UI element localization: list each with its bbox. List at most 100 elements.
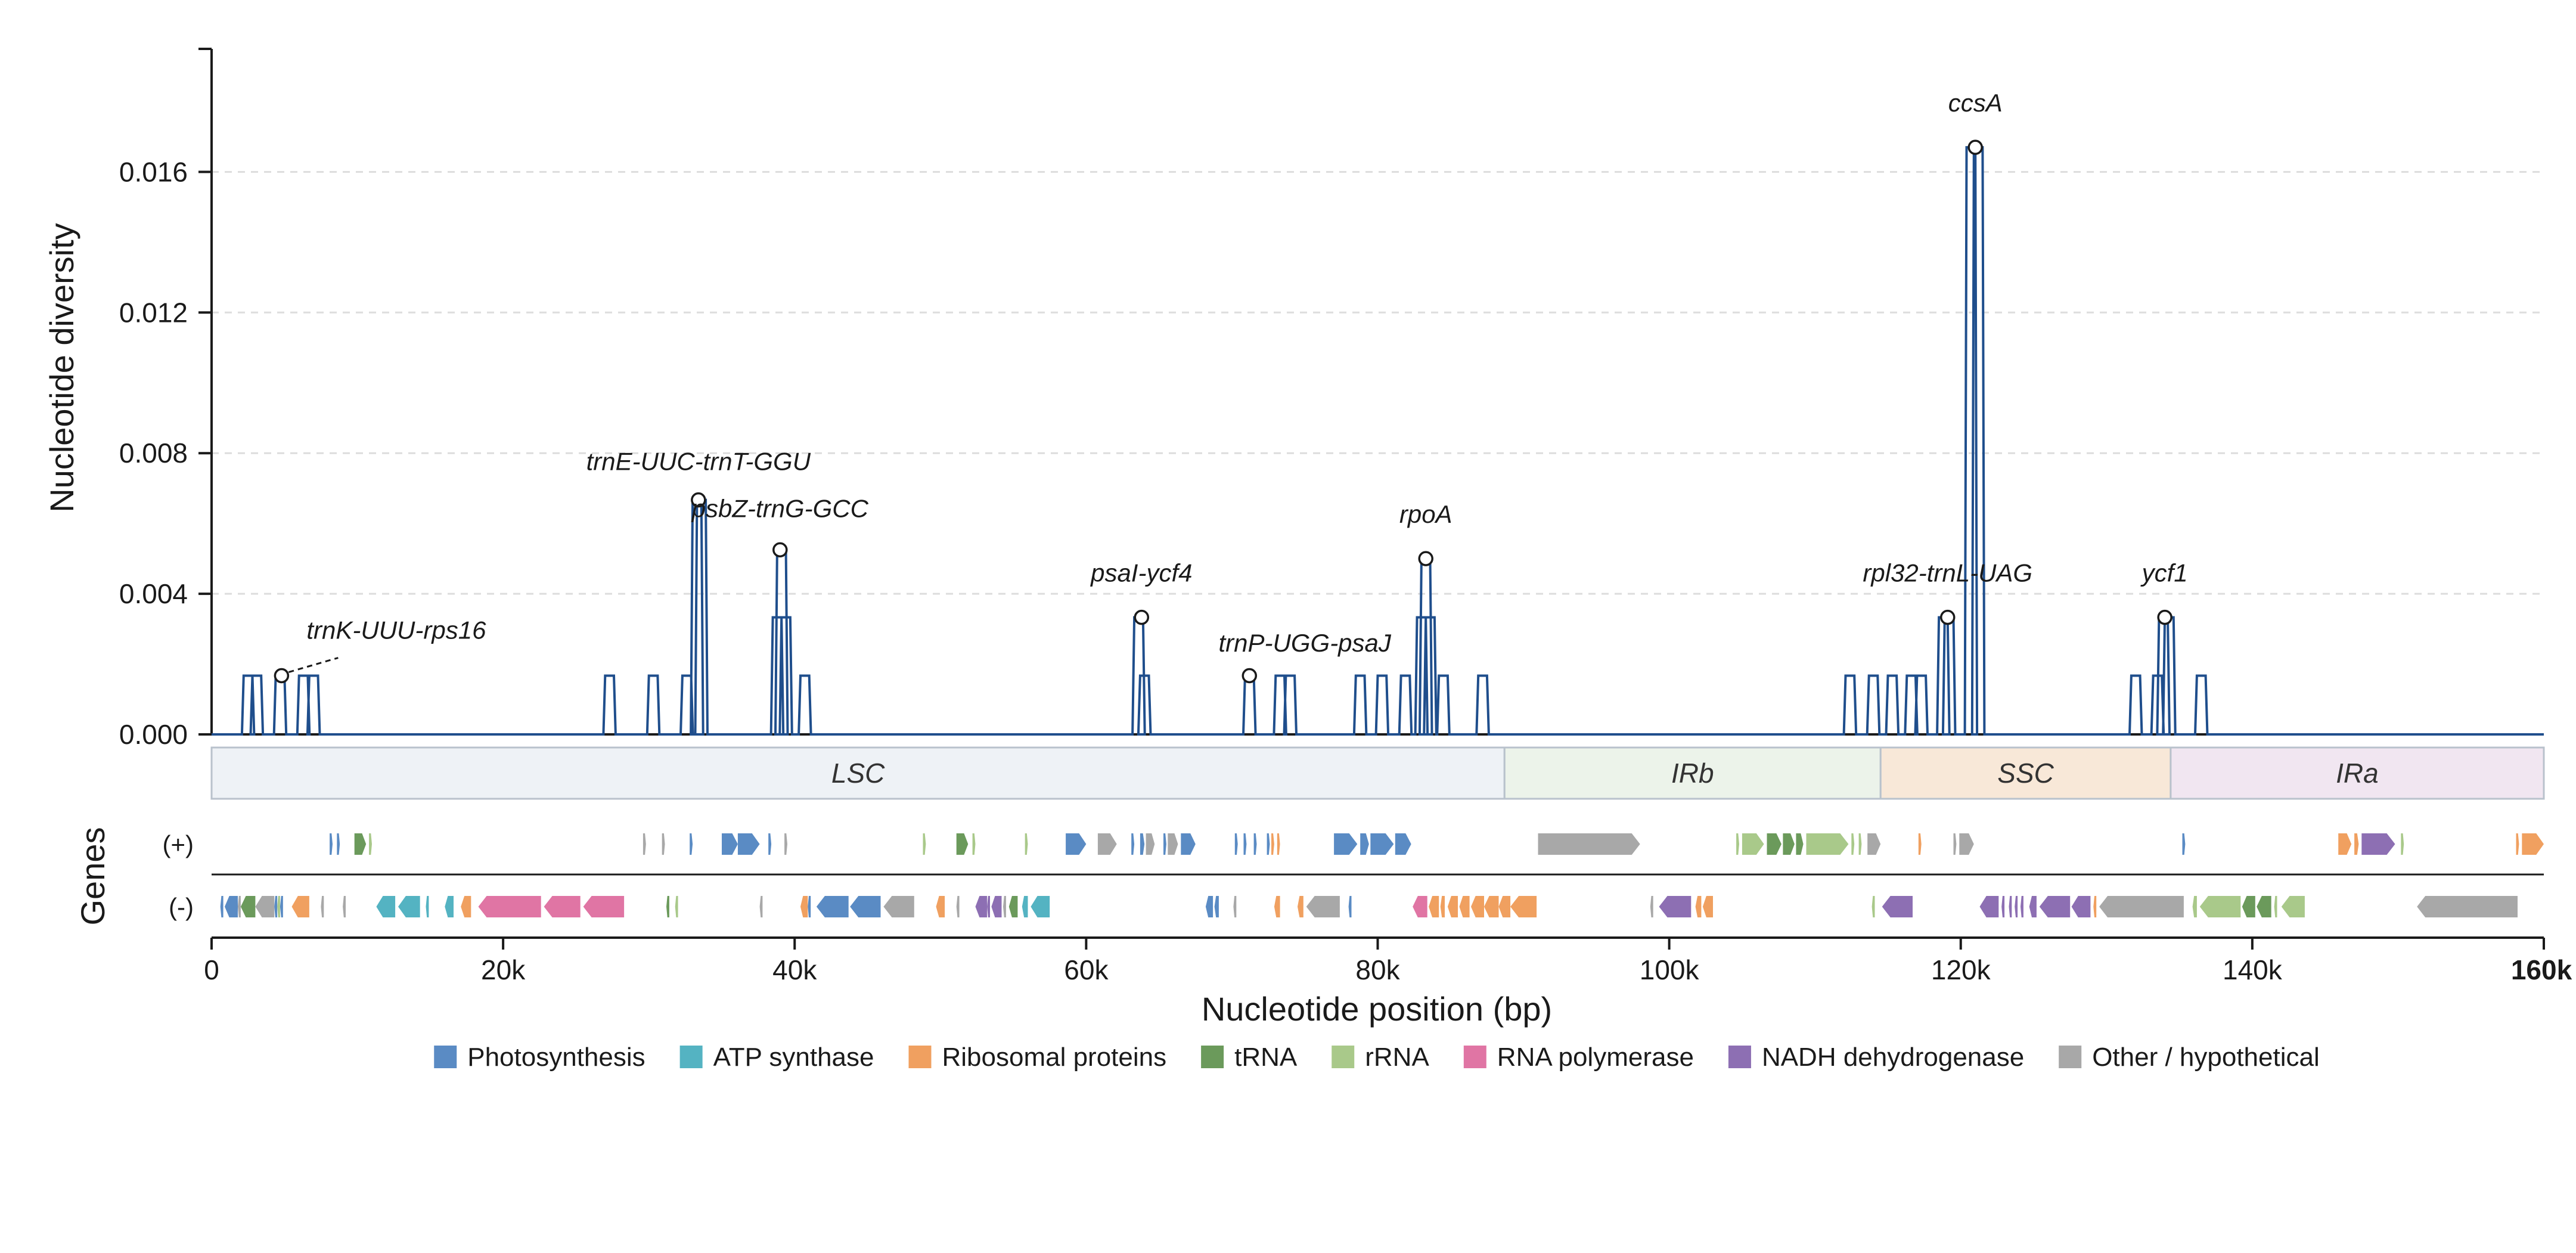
gene-feature: [291, 896, 309, 917]
gene-feature: [1234, 833, 1238, 855]
legend-swatch: [1463, 1046, 1486, 1068]
gene-feature: [1008, 896, 1018, 917]
gene-feature: [991, 896, 1002, 917]
gene-feature: [2522, 833, 2544, 855]
gene-feature: [1233, 896, 1237, 917]
peak-label: ycf1: [2140, 559, 2188, 587]
strand-label: (-): [169, 893, 194, 921]
y-tick-label: 0.008: [119, 438, 188, 469]
gene-feature: [1066, 833, 1087, 855]
peak-label: trnK-UUU-rps16: [306, 616, 486, 644]
gene-feature: [975, 896, 988, 917]
gene-feature: [1003, 896, 1006, 917]
peak-marker: [1418, 551, 1433, 566]
gene-feature: [1440, 896, 1445, 917]
region-label: SSC: [1997, 758, 2054, 789]
gene-feature: [445, 896, 454, 917]
legend-swatch: [434, 1046, 457, 1068]
peak-label: ccsA: [1948, 89, 2003, 117]
gene-feature: [274, 896, 278, 917]
gene-feature: [759, 896, 763, 917]
gene-feature: [808, 896, 811, 917]
gene-feature: [2281, 896, 2305, 917]
gene-feature: [936, 896, 945, 917]
gene-feature: [1767, 833, 1782, 855]
peak-marker: [1939, 609, 1956, 625]
legend-entry: ATP synthase: [713, 1043, 874, 1072]
legend-entry: NADH dehydrogenase: [1762, 1043, 2024, 1072]
gene-feature: [2354, 833, 2359, 855]
gene-feature: [1882, 896, 1913, 917]
gene-feature: [1214, 896, 1219, 917]
gene-feature: [1959, 833, 1974, 855]
gene-feature: [1370, 833, 1394, 855]
y-tick-label: 0.016: [119, 156, 188, 187]
gene-feature: [1702, 896, 1713, 917]
peak-label: psaI-ycf4: [1090, 559, 1192, 587]
gene-feature: [255, 896, 275, 917]
gene-feature: [784, 833, 787, 855]
gene-feature: [2274, 896, 2277, 917]
gene-feature: [1298, 896, 1303, 917]
gene-feature: [2021, 896, 2023, 917]
gene-feature: [1022, 896, 1028, 917]
gene-feature: [1348, 896, 1352, 917]
legend: Photosynthesis ATP synthase Ribosomal prot…: [434, 1043, 2320, 1072]
gene-feature: [1736, 833, 1739, 855]
legend-entry: rRNA: [1365, 1043, 1429, 1072]
y-tick-label: 0.000: [119, 719, 188, 750]
region-lsc: [210, 746, 1506, 800]
gene-feature: [2099, 896, 2184, 917]
gene-feature: [1695, 896, 1702, 917]
x-axis-title: Nucleotide position (bp): [1202, 990, 1552, 1028]
gene-feature: [1097, 833, 1117, 855]
gene-feature: [1796, 833, 1804, 855]
gene-feature: [238, 896, 241, 917]
genome-regions: LSC IRb SSC IRa: [210, 746, 2545, 800]
gene-feature: [1168, 833, 1178, 855]
peak-marker: [1242, 668, 1258, 684]
gene-feature: [277, 896, 280, 917]
gene-feature: [956, 896, 960, 917]
legend-swatch: [908, 1046, 932, 1068]
x-tick-label: 0: [204, 954, 219, 985]
gene-feature: [2417, 896, 2518, 917]
gene-feature: [768, 833, 772, 855]
gene-feature: [2093, 896, 2097, 917]
legend-entry: tRNA: [1234, 1043, 1298, 1072]
x-tick-label: 100k: [1640, 954, 1700, 985]
peak-marker: [772, 542, 788, 558]
peak-annotations: trnK-UUU-rps16 trnE-UUC-trnT-GGU psbZ-trnG…: [274, 89, 2188, 684]
gene-feature: [1131, 833, 1135, 855]
gene-feature: [2009, 896, 2012, 917]
gene-feature: [1459, 896, 1470, 917]
gene-feature: [2242, 896, 2255, 917]
legend-swatch: [1201, 1046, 1224, 1068]
legend-entry: Other / hypothetical: [2092, 1043, 2320, 1072]
gene-feature: [1334, 833, 1358, 855]
x-axis: 0 20k 40k 60k 80k 100k 120k 140k 160k: [204, 938, 2572, 985]
x-tick-label: 160k: [2511, 954, 2572, 985]
strand-label: (+): [163, 830, 194, 858]
gene-feature: [1484, 896, 1499, 917]
gene-feature: [2401, 833, 2404, 855]
gene-feature: [369, 833, 372, 855]
gene-feature: [1806, 833, 1849, 855]
region-ssc: [1879, 746, 2172, 800]
gene-feature: [2029, 896, 2037, 917]
gene-feature: [2039, 896, 2071, 917]
gene-feature: [1205, 896, 1213, 917]
gene-feature: [972, 833, 976, 855]
gene-feature: [675, 896, 678, 917]
gene-feature: [478, 896, 541, 917]
gene-feature: [1538, 833, 1640, 855]
peak-marker: [274, 668, 290, 684]
gene-feature: [1783, 833, 1795, 855]
gene-feature: [1253, 833, 1257, 855]
gene-feature: [850, 896, 881, 917]
gene-feature: [1277, 833, 1280, 855]
gene-feature: [1498, 896, 1511, 917]
gene-feature: [1271, 833, 1274, 855]
gene-feature: [2516, 833, 2519, 855]
gene-feature: [1395, 833, 1411, 855]
